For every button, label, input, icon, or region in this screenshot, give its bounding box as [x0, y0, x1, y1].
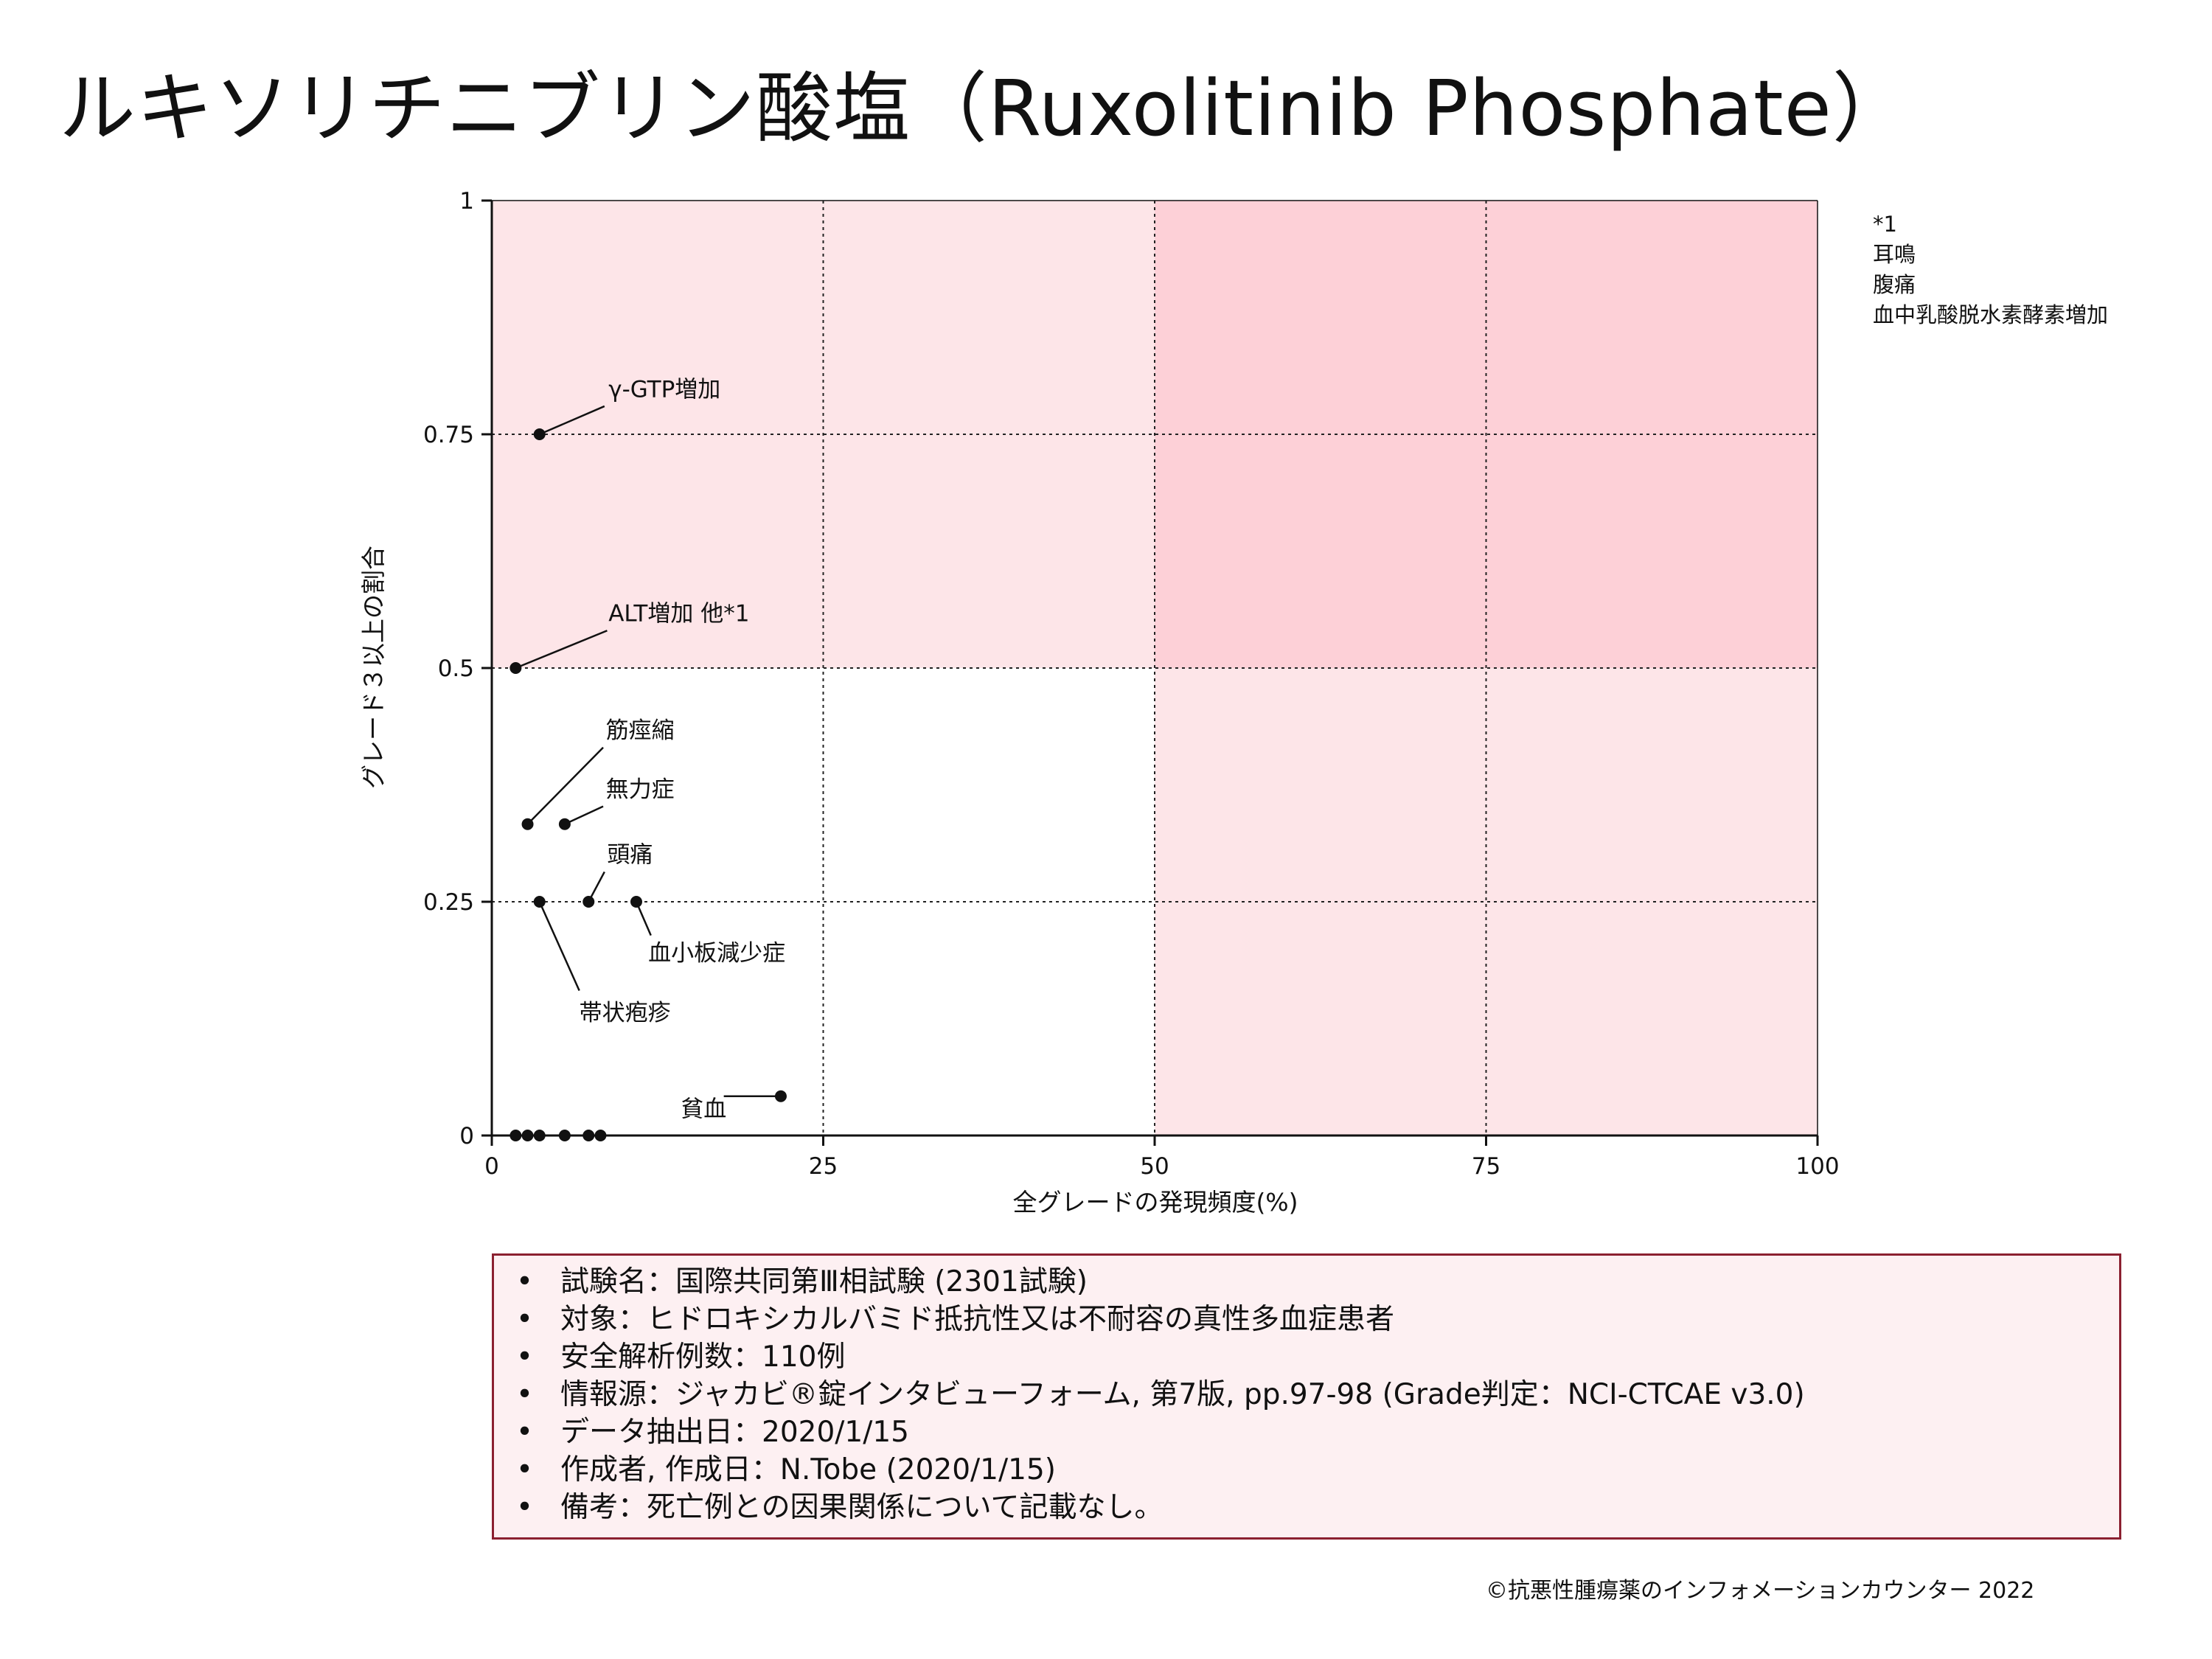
data-point [509, 1130, 522, 1141]
info-item-source: 情報源：ジャカビ®錠インタビューフォーム, 第7版, pp.97-98 (Gra… [516, 1376, 2119, 1413]
y-tick-label: 0.5 [438, 655, 474, 682]
annotation-line [526, 746, 604, 825]
study-info-box: 試験名：国際共同第Ⅲ相試験 (2301試験) 対象：ヒドロキシカルバミド抵抗性又… [492, 1253, 2121, 1540]
data-point [533, 896, 546, 908]
footnote: *1 耳鳴 腹痛 血中乳酸脱水素酵素増加 [1873, 209, 2108, 330]
point-label: 筋痙縮 [606, 717, 675, 744]
info-item-subjects: 対象：ヒドロキシカルバミド抵抗性又は不耐容の真性多血症患者 [516, 1301, 2119, 1338]
data-point [509, 662, 522, 674]
data-point [774, 1090, 787, 1102]
annotation-line [635, 901, 652, 936]
data-point [521, 818, 534, 830]
x-tick-label: 0 [484, 1153, 499, 1180]
grid-lines [492, 201, 1818, 1135]
x-tick-label: 50 [1140, 1153, 1169, 1180]
footnote-item: 血中乳酸脱水素酵素増加 [1873, 302, 2109, 327]
info-item-remarks: 備考：死亡例との因果関係について記載なし。 [516, 1489, 2119, 1526]
data-point [558, 818, 571, 830]
point-label: 貧血 [681, 1096, 726, 1123]
point-label: γ-GTP増加 [608, 376, 720, 403]
data-point [521, 1130, 534, 1141]
y-tick-label: 0.25 [423, 889, 474, 916]
info-item-trial: 試験名：国際共同第Ⅲ相試験 (2301試験) [516, 1263, 2119, 1301]
x-tick-label: 100 [1795, 1153, 1839, 1180]
footnote-item: 腹痛 [1873, 272, 1916, 297]
info-item-author: 作成者, 作成日：N.Tobe (2020/1/15) [516, 1451, 2119, 1489]
y-tick-label: 1 [459, 188, 474, 215]
data-point [594, 1130, 607, 1141]
annotation-line [538, 901, 580, 991]
page-title: ルキソリチニブリン酸塩（Ruxolitinib Phosphate） [59, 63, 1910, 153]
annotation-line [564, 805, 604, 825]
y-tick-label: 0 [459, 1123, 474, 1150]
copyright: ©抗悪性腫瘍薬のインフォメーションカウンター 2022 [1486, 1578, 2035, 1604]
point-label: ALT増加 他*1 [608, 601, 749, 627]
footnote-item: 耳鳴 [1873, 242, 1916, 267]
point-label: 無力症 [606, 776, 675, 803]
footnote-marker: *1 [1873, 212, 1897, 237]
y-axis-label: グレード３以上の割合 [359, 546, 388, 789]
annotation-line [539, 405, 605, 436]
data-point [582, 1130, 595, 1141]
y-tick-label: 0.75 [423, 422, 474, 448]
data-point [630, 896, 642, 908]
annotation-lines [515, 405, 781, 1097]
data-points [509, 428, 787, 1141]
scatter-chart: 0 25 50 75 100 0 0.25 0.5 0.75 1 γ-GTP増加 ALT増加 他*1… [359, 188, 1840, 1217]
point-label: 頭痛 [607, 842, 653, 869]
data-point [533, 428, 546, 440]
x-axis-label: 全グレードの発現頻度(%) [1012, 1188, 1298, 1217]
info-item-safety-n: 安全解析例数：110例 [516, 1338, 2119, 1376]
point-label: 帯状疱疹 [580, 1000, 671, 1026]
data-point [558, 1130, 571, 1141]
annotation-line [515, 630, 608, 669]
data-point [533, 1130, 546, 1141]
point-label: 血小板減少症 [648, 940, 785, 967]
x-tick-label: 75 [1472, 1153, 1500, 1180]
x-tick-label: 25 [809, 1153, 838, 1180]
data-point [582, 896, 595, 908]
ticks: 0 25 50 75 100 0 0.25 0.5 0.75 1 [423, 188, 1840, 1180]
info-item-extract-date: データ抽出日：2020/1/15 [516, 1413, 2119, 1451]
